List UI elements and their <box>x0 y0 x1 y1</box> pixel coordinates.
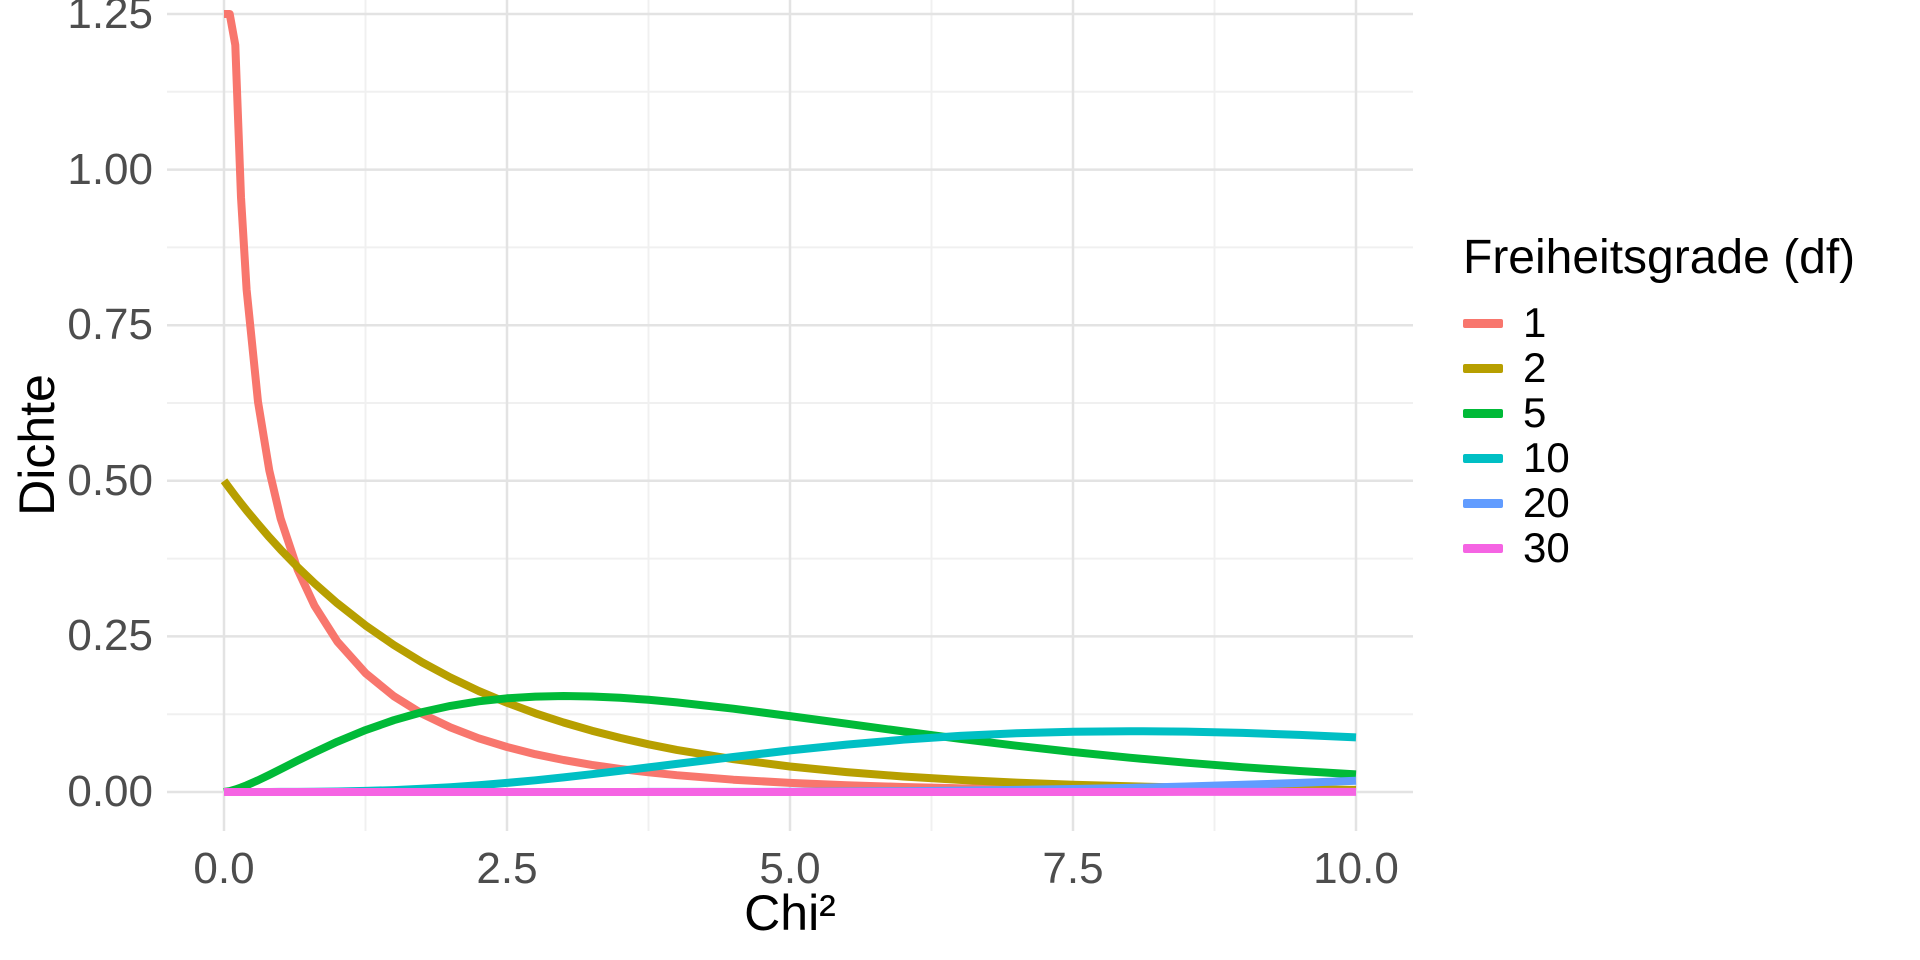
legend-item-df5: 5 <box>1463 391 1855 436</box>
legend-item-label: 20 <box>1523 479 1570 527</box>
y-tick-label: 0.50 <box>67 455 153 505</box>
legend-item-label: 2 <box>1523 344 1547 392</box>
legend-items: 1 2 5 10 20 30 <box>1463 301 1855 571</box>
legend-item-df30: 30 <box>1463 526 1855 571</box>
legend-item-label: 5 <box>1523 389 1547 437</box>
y-axis-title: Dichte <box>9 374 65 516</box>
legend-item-df2: 2 <box>1463 346 1855 391</box>
y-tick-label: 0.75 <box>67 300 153 350</box>
legend-swatch <box>1463 498 1503 508</box>
legend-swatch <box>1463 363 1503 373</box>
legend-item-label: 1 <box>1523 299 1547 347</box>
x-tick-label: 7.5 <box>1042 844 1104 893</box>
x-axis-title: Chi² <box>744 885 836 941</box>
x-tick-label: 5.0 <box>759 844 821 893</box>
legend-swatch <box>1463 408 1503 418</box>
legend-swatch <box>1463 543 1503 553</box>
y-tick-label: 1.25 <box>67 0 153 38</box>
legend-swatch <box>1463 318 1503 328</box>
x-tick-label: 0.0 <box>193 844 255 893</box>
legend-item-df1: 1 <box>1463 301 1855 346</box>
y-tick-label: 0.25 <box>67 611 153 661</box>
series-line-df2 <box>220 478 1357 794</box>
x-tick-label: 10.0 <box>1313 844 1399 893</box>
x-tick-label: 2.5 <box>476 844 538 893</box>
legend-item-label: 10 <box>1523 434 1570 482</box>
series-line-df5 <box>223 692 1357 796</box>
y-tick-label: 0.00 <box>67 767 153 816</box>
legend-swatch <box>1463 453 1503 463</box>
legend-item-df10: 10 <box>1463 436 1855 481</box>
legend-item-df20: 20 <box>1463 481 1855 526</box>
legend-item-label: 30 <box>1523 524 1570 572</box>
legend: Freiheitsgrade (df) 1 2 5 10 20 30 <box>1463 231 1856 571</box>
y-tick-label: 1.00 <box>67 144 153 194</box>
legend-title: Freiheitsgrade (df) <box>1463 231 1856 284</box>
